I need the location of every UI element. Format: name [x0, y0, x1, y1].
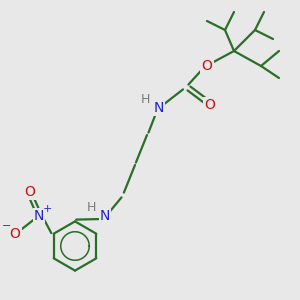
Text: N: N	[154, 101, 164, 115]
Text: H: H	[87, 201, 96, 214]
Text: +: +	[43, 204, 52, 214]
Text: −: −	[2, 221, 12, 231]
Text: N: N	[100, 209, 110, 223]
Text: N: N	[34, 209, 44, 223]
Text: O: O	[25, 185, 35, 199]
Text: O: O	[10, 227, 20, 241]
Text: O: O	[202, 59, 212, 73]
Text: O: O	[205, 98, 215, 112]
Text: H: H	[141, 93, 150, 106]
